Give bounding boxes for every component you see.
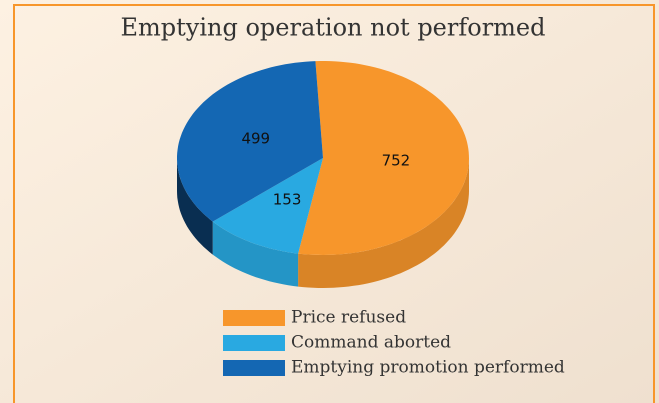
chart-title: Emptying operation not performed (121, 14, 546, 42)
legend-swatch (223, 360, 285, 376)
legend-label: Price refused (291, 308, 406, 328)
frame (13, 4, 655, 403)
data-label: 153 (273, 191, 302, 209)
legend-swatch (223, 310, 285, 326)
pie-slice (177, 61, 323, 222)
pie-slice (298, 61, 469, 255)
pie-slice (212, 158, 323, 254)
pie-side (177, 158, 213, 255)
legend: Price refused Command aborted Emptying pro… (223, 308, 565, 378)
legend-label: Command aborted (291, 333, 451, 353)
legend-label: Emptying promotion performed (291, 358, 565, 378)
pie: 752 153 499 (177, 61, 469, 288)
pie-side (298, 158, 469, 288)
pie-side (212, 221, 299, 287)
data-label: 499 (241, 130, 270, 148)
data-label: 752 (382, 151, 411, 169)
legend-swatch (223, 335, 285, 351)
